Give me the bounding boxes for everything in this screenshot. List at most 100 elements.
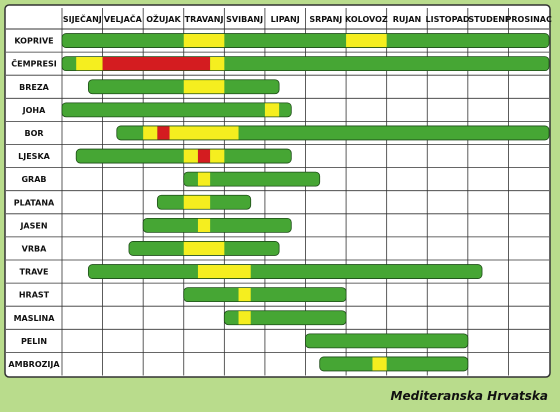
pollen-row	[75, 148, 292, 164]
row-bar-group	[305, 333, 468, 348]
row-label: VRBA	[22, 244, 47, 253]
pollen-row	[61, 33, 550, 48]
pollen-row	[116, 125, 550, 141]
row-label: AMBROZIJA	[8, 360, 60, 369]
row-bar-group	[116, 125, 549, 140]
season-bar	[224, 310, 347, 325]
peak-segment	[183, 149, 198, 164]
season-bar-outline	[61, 33, 550, 48]
peak-segment	[238, 310, 251, 325]
peak-segment	[210, 56, 225, 71]
peak-segment	[197, 264, 251, 279]
peak-segment	[143, 125, 158, 140]
peak-segment	[183, 79, 225, 94]
pollen-row	[87, 79, 280, 95]
row-label: JASEN	[19, 221, 47, 230]
row-label: TRAVE	[20, 268, 49, 277]
peak-segment	[372, 356, 387, 371]
pollen-row	[305, 333, 469, 349]
row-bar-group	[183, 287, 347, 302]
season-bar-outline	[116, 125, 550, 141]
pollen-row	[156, 194, 252, 210]
pollen-row	[223, 310, 347, 326]
season-bar-outline	[128, 241, 280, 256]
peak-segment	[169, 125, 239, 140]
peak-high-segment	[102, 56, 211, 71]
month-label: KOLOVOZ	[345, 15, 388, 24]
season-bar	[62, 102, 292, 117]
row-label: GRAB	[21, 175, 46, 184]
pollen-row	[183, 171, 321, 187]
pollen-row	[87, 264, 483, 279]
peak-segment	[264, 102, 280, 117]
row-label: PELIN	[21, 337, 47, 346]
row-label: HRAST	[19, 291, 50, 300]
peak-segment	[76, 56, 103, 71]
row-label: PLATANA	[14, 198, 55, 207]
season-bar-outline	[183, 287, 347, 303]
season-bar	[62, 33, 549, 48]
month-label: SIJEČANJ	[63, 13, 102, 24]
row-bar-group	[319, 356, 468, 371]
peak-segment	[183, 195, 211, 210]
peak-segment	[238, 287, 251, 302]
region-caption: Mediteranska Hrvatska	[390, 389, 548, 403]
row-bar-group	[88, 79, 280, 94]
row-bar-group	[143, 218, 292, 233]
row-label: MASLINA	[14, 314, 56, 323]
season-bar	[143, 218, 292, 233]
row-label: KOPRIVE	[14, 37, 53, 46]
pollen-row	[61, 56, 550, 72]
row-label: BREZA	[19, 83, 50, 92]
season-bar-outline	[183, 171, 321, 187]
row-bar-group	[157, 195, 251, 210]
pollen-row	[142, 217, 292, 233]
season-bar-outline	[156, 194, 252, 210]
month-label: SRPANJ	[309, 15, 342, 24]
season-bar-outline	[61, 102, 292, 118]
row-bar-group	[224, 310, 347, 325]
month-label: LIPANJ	[271, 15, 300, 24]
peak-high-segment	[157, 125, 170, 140]
pollen-row	[319, 356, 469, 372]
season-bar	[183, 172, 320, 187]
season-bar-outline	[61, 56, 550, 72]
row-bar-group	[62, 33, 549, 48]
season-bar-outline	[87, 79, 280, 95]
pollen-row	[183, 287, 347, 303]
row-labels: KOPRIVE ČEMPRESI BREZA JOHA BOR LJESKA GRAB PLA…	[8, 37, 60, 369]
row-label: JOHA	[22, 106, 46, 115]
month-label: TRAVANJ	[185, 15, 224, 24]
bars-layer	[61, 33, 550, 372]
month-label: STUDENI	[468, 15, 508, 24]
month-label: OŽUJAK	[146, 13, 181, 24]
row-label: BOR	[24, 129, 43, 138]
season-bar	[183, 287, 347, 302]
row-bar-group	[183, 172, 320, 187]
month-label: VELJAČA	[104, 13, 143, 24]
month-label: LISTOPAD	[426, 15, 470, 24]
peak-segment	[197, 172, 211, 187]
pollen-row	[61, 102, 292, 118]
season-bar-outline	[142, 217, 292, 233]
season-bar	[305, 333, 468, 348]
season-bar-outline	[305, 333, 469, 349]
peak-segment	[183, 241, 225, 256]
season-bar-outline	[319, 356, 469, 372]
row-bar-group	[76, 149, 292, 164]
season-bar	[88, 264, 483, 279]
month-label: RUJAN	[393, 15, 422, 24]
month-header: SIJEČANJ VELJAČA OŽUJAK TRAVANJ SVIBANJ LIPAN…	[63, 13, 552, 24]
row-bar-group	[62, 56, 549, 71]
month-label: SVIBANJ	[226, 15, 263, 24]
season-bar-outline	[75, 148, 292, 164]
peak-segment	[346, 33, 387, 48]
season-bar-outline	[223, 310, 347, 326]
row-label: LJESKA	[18, 152, 51, 161]
peak-segment	[197, 218, 211, 233]
row-bar-group	[128, 241, 280, 256]
season-bar-outline	[87, 264, 483, 279]
row-bar-group	[62, 102, 292, 117]
